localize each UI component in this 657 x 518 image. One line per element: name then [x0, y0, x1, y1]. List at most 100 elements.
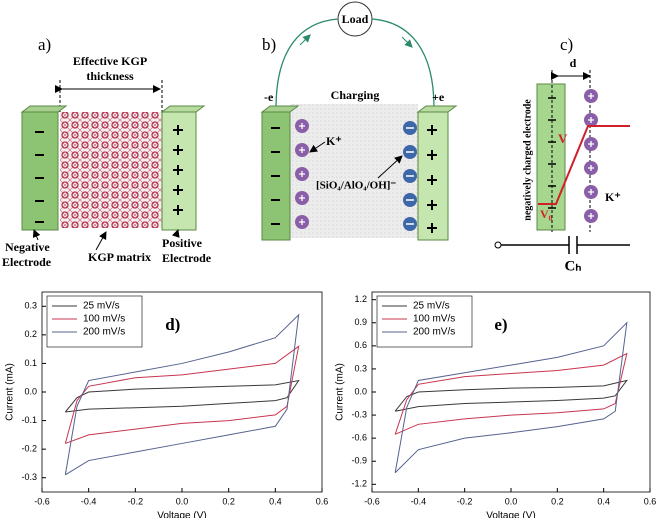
distance-label: d	[570, 56, 577, 70]
cv-curve	[394, 379, 629, 412]
x-tick-label: -0.4	[81, 496, 97, 506]
y-tick-label: -0.9	[351, 456, 367, 466]
cv-curve	[64, 313, 300, 476]
negative-electrode	[21, 111, 59, 231]
x-axis-label: Voltage (V)	[486, 511, 535, 518]
panel-label: b)	[262, 35, 276, 54]
pointer	[171, 229, 180, 238]
x-tick-label: 0.2	[222, 496, 235, 506]
cations	[295, 119, 309, 229]
terminal	[494, 241, 502, 249]
x-tick-label: -0.4	[411, 496, 427, 506]
legend-label: 100 mV/s	[413, 314, 455, 325]
potential-label: V	[558, 131, 568, 146]
signs	[548, 97, 556, 209]
legend-label: 25 mV/s	[413, 301, 450, 312]
y-tick-label: -0.3	[21, 472, 37, 482]
wire	[371, 18, 435, 109]
x-tick-label: -0.2	[457, 496, 473, 506]
pointer	[377, 155, 403, 179]
panel-label: e)	[494, 315, 507, 334]
pointer	[309, 141, 326, 153]
electrode-top	[416, 105, 458, 113]
electrode-top	[20, 105, 68, 113]
kgp-matrix	[60, 112, 162, 228]
y-tick-label: 0.0	[24, 386, 37, 396]
potential-profile	[538, 125, 630, 205]
legend-box	[46, 295, 143, 348]
panel-c: c) d V V₀ K⁺ negatively charged electrod…	[494, 35, 630, 274]
x-tick-label: 0.0	[505, 496, 518, 506]
x-tick-label: 0.0	[176, 496, 189, 506]
y-tick-label: -0.6	[351, 433, 367, 443]
x-tick-label: -0.6	[34, 496, 50, 506]
state-label: Charging	[331, 88, 380, 102]
x-tick-label: -0.2	[128, 496, 144, 506]
matrix-label: KGP matrix	[88, 250, 151, 264]
panel-label: a)	[38, 35, 51, 54]
negative-label: Electrode	[2, 255, 52, 269]
cv-curve	[64, 379, 300, 413]
potential-label: V₀	[540, 207, 553, 221]
panel-b: b) Load -e +e Charging K⁺ [SiO₄/AlO₄/OH]…	[260, 1, 458, 241]
thickness-label: thickness	[86, 69, 134, 83]
x-tick-label: 0.6	[644, 496, 657, 506]
positive-label: Electrode	[162, 251, 212, 265]
x-tick-label: 0.4	[597, 496, 610, 506]
negative-label: Negative	[5, 240, 50, 254]
x-tick-label: 0.2	[551, 496, 564, 506]
anion-label: [SiO₄/AlO₄/OH]⁻	[316, 180, 396, 192]
electron-label: +e	[432, 90, 445, 104]
y-tick-label: -1.2	[351, 479, 367, 489]
pointer	[32, 229, 41, 241]
x-tick-label: 0.6	[316, 496, 329, 506]
electrode-label: negatively charged electrode	[522, 99, 533, 221]
panel-label: c)	[560, 35, 573, 54]
panel-label: d)	[165, 315, 180, 334]
electron-label: -e	[264, 90, 274, 104]
y-tick-label: 0.3	[24, 301, 37, 311]
y-tick-label: 0.0	[354, 386, 367, 396]
cv-curve	[64, 345, 300, 444]
signs	[271, 125, 437, 233]
legend-label: 200 mV/s	[83, 327, 125, 338]
pointer	[95, 231, 107, 251]
wire	[275, 18, 339, 109]
cv-curve	[394, 352, 628, 435]
electrode	[536, 83, 566, 231]
current-arrow	[299, 34, 311, 46]
cation-label: K⁺	[605, 190, 621, 204]
signs	[35, 125, 183, 223]
capacitance-label: Cₕ	[565, 258, 582, 274]
y-tick-label: 0.9	[354, 317, 367, 327]
y-axis-label: Current (mA)	[5, 363, 16, 421]
y-tick-label: 0.2	[24, 329, 37, 339]
anions	[403, 121, 417, 231]
y-tick-label: 0.6	[354, 340, 367, 350]
y-tick-label: -0.3	[351, 409, 367, 419]
legend-box	[376, 295, 473, 348]
y-tick-label: -0.2	[21, 444, 37, 454]
x-tick-label: 0.4	[269, 496, 282, 506]
thickness-label: Effective KGP	[73, 54, 147, 68]
cations	[584, 89, 598, 223]
legend-label: 200 mV/s	[413, 327, 455, 338]
cation-label: K⁺	[326, 134, 342, 148]
capacitor	[501, 236, 630, 254]
cv-curve	[394, 321, 628, 474]
legend-label: 25 mV/s	[83, 301, 120, 312]
y-tick-label: -0.1	[21, 415, 37, 425]
y-tick-label: 0.3	[354, 363, 367, 373]
legend-label: 100 mV/s	[83, 314, 125, 325]
y-axis-label: Current (mA)	[335, 363, 346, 421]
charts: -0.6 -0.4 -0.2 0.0 0.2 0.4 0.6 -0.3 -0.2 -0.1 0.0 0…	[5, 291, 657, 518]
x-axis-label: Voltage (V)	[157, 511, 206, 518]
panel-a: a) Effective KGP thickness Negative Elec…	[2, 35, 212, 269]
electrode-top	[160, 105, 206, 113]
load-label: Load	[342, 12, 369, 26]
y-tick-label: 1.2	[354, 294, 367, 304]
positive-label: Positive	[162, 236, 203, 250]
y-tick-label: 0.1	[24, 358, 37, 368]
